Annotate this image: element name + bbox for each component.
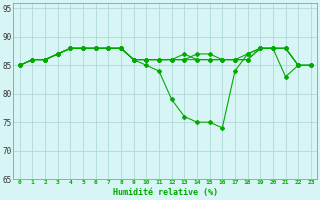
X-axis label: Humidité relative (%): Humidité relative (%) (113, 188, 218, 197)
